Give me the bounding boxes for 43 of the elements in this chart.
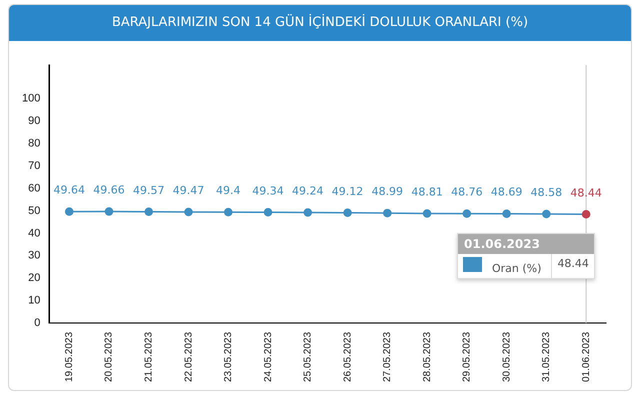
x-tick-label: 30.05.2023 xyxy=(501,332,512,382)
x-tick-label: 24.05.2023 xyxy=(262,332,274,382)
y-tick-label: 70 xyxy=(28,160,40,172)
data-label: 49.57 xyxy=(133,184,165,197)
x-tick-label: 20.05.2023 xyxy=(104,332,115,382)
legend-label: Oran (%) xyxy=(491,261,542,277)
x-tick-label: 22.05.2023 xyxy=(183,332,194,382)
x-tick-label: 21.05.2023 xyxy=(144,332,155,382)
x-tick-label: 31.05.2023 xyxy=(541,332,552,382)
x-tick-label: 01.06.2023 xyxy=(580,332,592,382)
y-tick-label: 20 xyxy=(28,272,40,284)
data-label: 48.44 xyxy=(570,186,602,200)
y-tick-label: 10 xyxy=(28,294,40,307)
x-tick-label: 25.05.2023 xyxy=(302,332,314,382)
tooltip-header: 01.06.2023 xyxy=(458,234,594,254)
x-tick-label: 28.05.2023 xyxy=(422,332,433,382)
y-tick-label: 40 xyxy=(28,227,40,240)
y-tick-label: 80 xyxy=(28,138,40,150)
data-label: 49.66 xyxy=(93,184,125,197)
data-label: 48.99 xyxy=(372,185,404,198)
chart-title: BARAJLARIMIZIN SON 14 GÜN İÇİNDEKİ DOLULUK ORANLARI (%) xyxy=(9,5,631,41)
x-tick-label: 19.05.2023 xyxy=(64,332,75,382)
data-label: 49.64 xyxy=(53,184,85,197)
data-label: 48.69 xyxy=(490,186,522,199)
data-label: 49.12 xyxy=(332,184,364,198)
annotation: 48.44 xyxy=(551,254,594,278)
x-tick-label: 26.05.2023 xyxy=(342,332,354,382)
y-tick-label: 90 xyxy=(28,115,40,128)
y-tick-label: 60 xyxy=(28,182,40,194)
data-label: 49.24 xyxy=(292,184,324,198)
y-tick-label: 100 xyxy=(22,92,40,105)
x-tick-label: 29.05.2023 xyxy=(462,332,473,382)
y-tick-label: 50 xyxy=(28,204,40,217)
data-label: 48.76 xyxy=(451,186,483,199)
x-tick-label: 27.05.2023 xyxy=(382,332,394,382)
y-tick-label: 30 xyxy=(28,250,40,262)
data-label: 49.34 xyxy=(252,184,284,198)
data-label: 49.4 xyxy=(216,184,241,198)
data-label: 48.81 xyxy=(411,185,443,198)
x-tick-label: 23.05.2023 xyxy=(223,332,234,382)
y-tick-label: 0 xyxy=(34,316,40,329)
data-label: 49.47 xyxy=(172,184,204,197)
data-label: 48.58 xyxy=(530,186,562,199)
